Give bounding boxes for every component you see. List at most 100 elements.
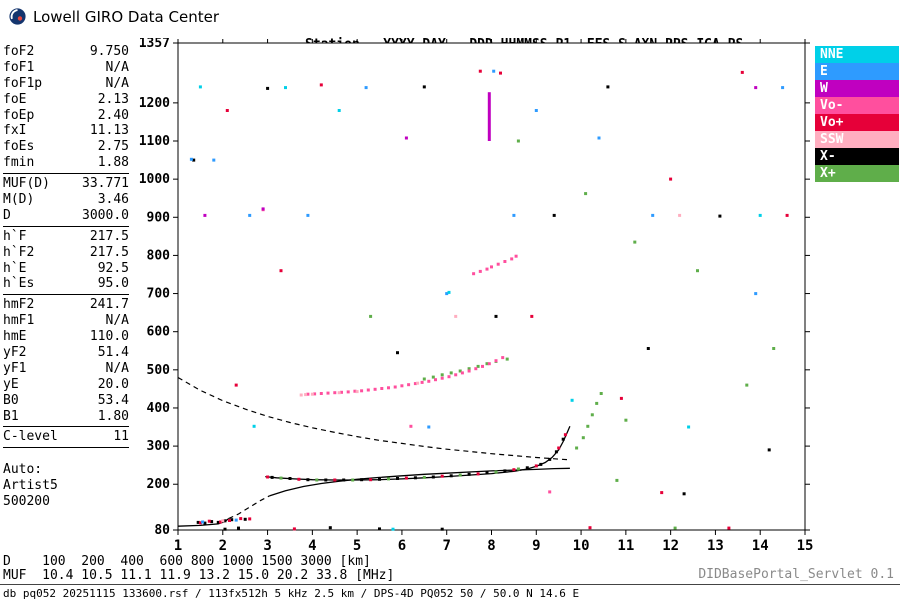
parameter-row-hes: h`Es 95.0: [3, 276, 129, 292]
parameter-label: hmF2: [3, 297, 35, 313]
svg-text:300: 300: [147, 439, 171, 454]
parameter-label: hmE: [3, 329, 27, 345]
parameter-label: B1: [3, 408, 19, 424]
parameter-row-he: h`E 92.5: [3, 261, 129, 277]
parameter-value: 9.750: [89, 44, 129, 59]
parameter-row-hmf1: hmF1 N/A: [3, 313, 129, 329]
auto-info-line: Auto:: [3, 462, 43, 478]
parameter-label: h`F: [3, 228, 27, 244]
parameter-row-yf2: yF2 51.4: [3, 345, 129, 361]
legend-item-x-: X-: [815, 148, 899, 165]
parameter-panel: foF2 9.750 foF1 N/A foF1p N/A foE 2.13 foEp 2.40 f…: [3, 44, 129, 510]
parameter-value: 11.13: [89, 123, 129, 139]
parameter-value: N/A: [105, 75, 129, 91]
parameter-value: 11: [113, 429, 129, 445]
parameter-row-d: D 3000.0: [3, 208, 129, 224]
parameter-value: 53.4: [97, 392, 129, 408]
svg-text:1: 1: [174, 538, 182, 554]
record-info-line: db pq052 20251115 133600.rsf / 113fx512h…: [3, 587, 580, 600]
svg-text:3: 3: [263, 538, 271, 554]
parameter-value: N/A: [105, 59, 129, 75]
panel-separator: [3, 225, 129, 227]
parameter-value: 3.46: [97, 192, 129, 208]
parameter-value: 95.0: [97, 276, 129, 292]
svg-text:8: 8: [487, 538, 495, 554]
legend-item-vo+: Vo+: [815, 114, 899, 131]
parameter-value: N/A: [105, 360, 129, 376]
svg-text:600: 600: [147, 325, 171, 340]
parameter-label: fmin: [3, 155, 35, 171]
svg-text:2: 2: [219, 538, 227, 554]
parameter-row-foe: foE 2.13: [3, 92, 129, 108]
servlet-version: DIDBasePortal_Servlet 0.1: [698, 567, 894, 582]
panel-separator: [3, 173, 129, 175]
parameter-value: 2.40: [97, 107, 129, 123]
svg-text:14: 14: [752, 538, 769, 554]
parameter-row-b0: B0 53.4: [3, 393, 129, 409]
parameter-label: M(D): [3, 192, 35, 208]
parameter-label: foF1p: [3, 75, 43, 91]
svg-text:1100: 1100: [139, 134, 170, 149]
parameter-row-fof1: foF1 N/A: [3, 60, 129, 76]
parameter-row-hf: h`F 217.5: [3, 229, 129, 245]
parameter-label: fxI: [3, 123, 27, 139]
parameter-value: 241.7: [89, 297, 129, 313]
parameter-value: 1.88: [97, 155, 129, 171]
svg-text:500: 500: [147, 363, 171, 378]
parameter-value: 51.4: [97, 345, 129, 361]
svg-text:6: 6: [398, 538, 406, 554]
parameter-label: C-level: [3, 429, 58, 445]
legend-item-ssw: SSW: [815, 131, 899, 148]
parameter-label: foEp: [3, 107, 35, 123]
parameter-label: yE: [3, 376, 19, 392]
ionogram-plot: 8020030040050060070080090010001100120013…: [139, 38, 814, 554]
svg-text:9: 9: [532, 538, 540, 554]
parameter-row-fof2: foF2 9.750: [3, 44, 129, 60]
parameter-value: 217.5: [89, 228, 129, 244]
parameter-value: 92.5: [97, 260, 129, 276]
panel-separator: [3, 447, 129, 449]
legend-item-w: W: [815, 80, 899, 97]
panel-separator: [3, 294, 129, 296]
d-row: D 100 200 400 600 800 1000 1500 3000 [km…: [3, 554, 371, 569]
svg-text:1200: 1200: [139, 96, 170, 111]
parameter-row-foep: foEp 2.40: [3, 108, 129, 124]
parameter-row-hme: hmE 110.0: [3, 329, 129, 345]
legend-item-e: E: [815, 63, 899, 80]
parameter-value: 2.75: [97, 139, 129, 155]
svg-text:11: 11: [617, 538, 634, 554]
svg-text:900: 900: [147, 210, 171, 225]
parameter-value: 2.13: [97, 91, 129, 107]
parameter-label: hmF1: [3, 313, 35, 329]
svg-text:1000: 1000: [139, 172, 170, 187]
legend: NNE E W Vo- Vo+ SSW X- X+: [815, 46, 899, 182]
svg-text:13: 13: [707, 538, 724, 554]
svg-text:1357: 1357: [139, 38, 170, 51]
parameter-label: foE: [3, 91, 27, 107]
parameter-row-fmin: fmin 1.88: [3, 155, 129, 171]
legend-item-nne: NNE: [815, 46, 899, 63]
legend-item-x+: X+: [815, 165, 899, 182]
parameter-label: foF1: [3, 59, 35, 75]
parameter-row-hf2: h`F2 217.5: [3, 245, 129, 261]
autoscaling-info: Auto: Artist5 500200: [3, 462, 129, 510]
legend-item-vo-: Vo-: [815, 97, 899, 114]
parameter-value: 20.0: [97, 376, 129, 392]
svg-text:700: 700: [147, 287, 171, 302]
svg-text:7: 7: [442, 538, 450, 554]
parameter-label: foEs: [3, 139, 35, 155]
auto-info-line: Artist5: [3, 478, 58, 494]
panel-separator: [3, 426, 129, 428]
svg-text:200: 200: [147, 477, 171, 492]
parameter-row-ye: yE 20.0: [3, 377, 129, 393]
parameter-row-b1: B1 1.80: [3, 409, 129, 425]
parameter-value: 110.0: [89, 329, 129, 345]
parameter-label: MUF(D): [3, 176, 50, 192]
brand[interactable]: Lowell GIRO Data Center: [8, 7, 219, 26]
parameter-value: 33.771: [82, 176, 129, 192]
footer-divider: [0, 584, 900, 585]
parameter-value: N/A: [105, 313, 129, 329]
parameter-label: h`E: [3, 260, 27, 276]
parameter-label: D: [3, 207, 11, 223]
parameter-label: h`F2: [3, 244, 35, 260]
